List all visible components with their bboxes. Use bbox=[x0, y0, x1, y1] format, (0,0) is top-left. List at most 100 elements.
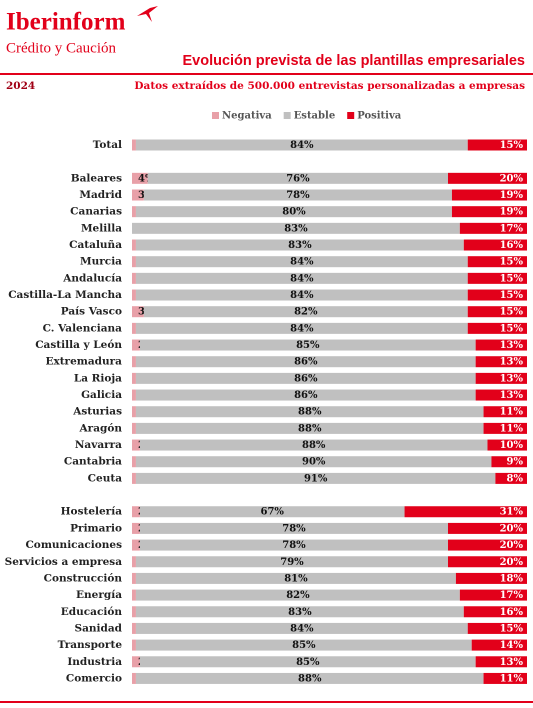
bar-segment bbox=[467, 256, 527, 268]
value-label: 78% bbox=[282, 523, 306, 534]
bar-segment bbox=[451, 189, 527, 201]
value-label: 15% bbox=[500, 140, 524, 151]
category-label: Aragón bbox=[79, 422, 123, 434]
bar-segment bbox=[135, 572, 456, 584]
bar-segment bbox=[467, 272, 527, 284]
bar-segment bbox=[139, 339, 476, 351]
category-label: País Vasco bbox=[61, 306, 122, 318]
value-label: 15% bbox=[500, 290, 524, 301]
bar-segment bbox=[135, 639, 472, 651]
bar-segment bbox=[132, 306, 144, 318]
legend-label: Estable bbox=[294, 111, 336, 122]
value-label: 88% bbox=[302, 440, 326, 451]
value-label: 20% bbox=[500, 173, 524, 184]
bar-segment bbox=[135, 622, 468, 634]
chart-title: Evolución prevista de las plantillas emp… bbox=[182, 53, 525, 69]
value-label: 13% bbox=[500, 340, 524, 351]
bar-segment bbox=[135, 556, 448, 568]
category-label: Comercio bbox=[66, 672, 122, 684]
bar-segment bbox=[132, 256, 136, 268]
year: 2024 bbox=[6, 80, 35, 92]
value-label: 11% bbox=[500, 673, 524, 684]
value-label: 84% bbox=[290, 140, 314, 151]
bar-segment bbox=[132, 339, 140, 351]
value-label: 88% bbox=[298, 423, 322, 434]
value-label: 85% bbox=[296, 657, 320, 668]
bar-segment bbox=[455, 572, 527, 584]
bar-segment bbox=[135, 256, 468, 268]
bar-segment bbox=[404, 506, 527, 518]
bar-segment bbox=[132, 422, 136, 434]
bar-segment bbox=[132, 189, 144, 201]
value-label: 13% bbox=[500, 373, 524, 384]
bar-segment bbox=[139, 439, 488, 451]
value-label: 31% bbox=[500, 507, 524, 518]
bar-segment bbox=[448, 556, 527, 568]
value-label: 88% bbox=[298, 673, 322, 684]
bar-segment bbox=[135, 272, 468, 284]
bar-segment bbox=[495, 472, 527, 484]
value-label: 79% bbox=[280, 557, 304, 568]
bar-segment bbox=[132, 389, 136, 401]
bar-segment bbox=[135, 406, 484, 418]
bar-segment bbox=[467, 622, 527, 634]
value-label: 17% bbox=[500, 590, 524, 601]
bar-segment bbox=[132, 356, 136, 368]
bar-segment bbox=[132, 222, 460, 234]
category-label: Energía bbox=[76, 589, 122, 601]
bar-segment bbox=[132, 622, 136, 634]
value-label: 84% bbox=[290, 257, 314, 268]
value-label: 18% bbox=[500, 573, 524, 584]
bar-segment bbox=[463, 239, 527, 251]
value-label: 20% bbox=[500, 540, 524, 551]
bar-segment bbox=[135, 322, 468, 334]
category-label: Hostelería bbox=[61, 506, 123, 518]
bar-segment bbox=[475, 339, 527, 351]
value-label: 83% bbox=[288, 607, 312, 618]
category-label: Navarra bbox=[75, 439, 122, 451]
bar-segment bbox=[483, 406, 527, 418]
legend-label: Negativa bbox=[222, 111, 272, 122]
bar-segment bbox=[475, 656, 527, 668]
value-label: 85% bbox=[292, 640, 316, 651]
bar-segment bbox=[135, 372, 476, 384]
bar-segment bbox=[459, 222, 527, 234]
bar-segment bbox=[139, 506, 405, 518]
logo-icon bbox=[137, 6, 158, 22]
value-label: 82% bbox=[286, 590, 310, 601]
value-label: 84% bbox=[290, 323, 314, 334]
bar-segment bbox=[491, 456, 527, 468]
bar-segment bbox=[132, 589, 136, 601]
value-label: 84% bbox=[290, 273, 314, 284]
logo-tagline: Crédito y Caución bbox=[6, 40, 116, 56]
legend-swatch bbox=[347, 112, 355, 119]
bar-segment bbox=[135, 672, 484, 684]
category-label: Primario bbox=[70, 522, 122, 534]
bar-segment bbox=[132, 289, 136, 301]
bar-segment bbox=[475, 389, 527, 401]
value-label: 15% bbox=[500, 623, 524, 634]
bar-segment bbox=[132, 206, 136, 218]
chart-subtitle: Datos extraídos de 500.000 entrevistas p… bbox=[134, 80, 525, 92]
bar-segment bbox=[448, 539, 527, 551]
value-label: 15% bbox=[500, 273, 524, 284]
bar-segment bbox=[132, 672, 136, 684]
bar-segment bbox=[132, 539, 140, 551]
bar-segment bbox=[132, 406, 136, 418]
value-label: 11% bbox=[500, 407, 524, 418]
category-label: Castilla-La Mancha bbox=[8, 289, 122, 301]
bar-segment bbox=[475, 372, 527, 384]
bar-segment bbox=[132, 656, 140, 668]
bar-segment bbox=[467, 322, 527, 334]
bar-segment bbox=[132, 272, 136, 284]
category-label: Cataluña bbox=[69, 239, 122, 251]
bar-segment bbox=[135, 472, 496, 484]
logo-name: Iberinform bbox=[6, 9, 126, 36]
category-label: Sanidad bbox=[75, 622, 123, 634]
bar-segment bbox=[451, 206, 527, 218]
category-label: Industria bbox=[67, 656, 122, 668]
value-label: 4% bbox=[138, 173, 155, 184]
value-label: 20% bbox=[500, 557, 524, 568]
bar-segment bbox=[143, 306, 468, 318]
